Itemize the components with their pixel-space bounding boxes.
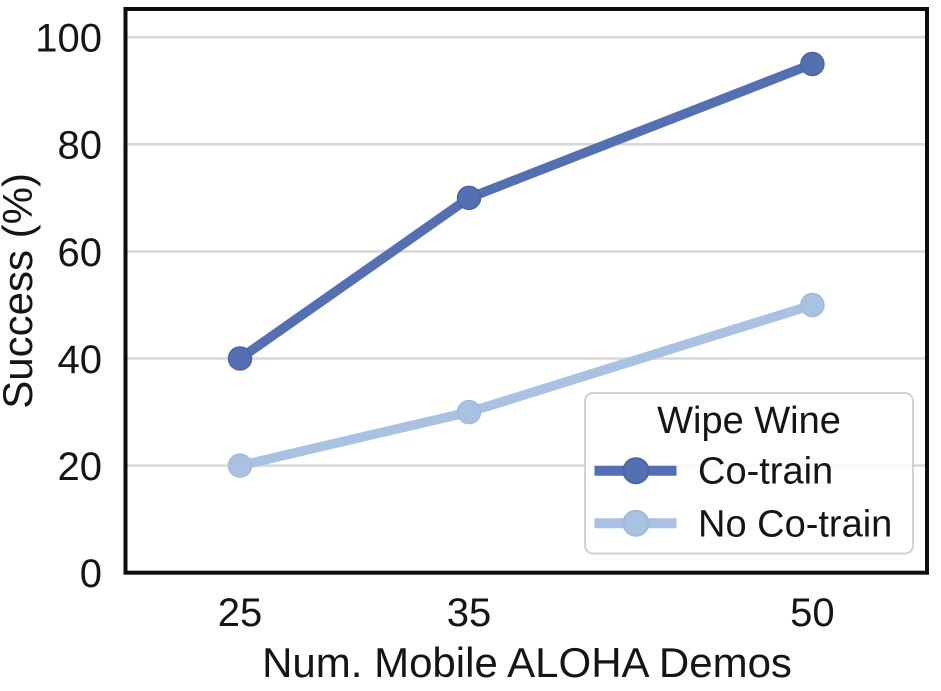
svg-text:Num. Mobile ALOHA Demos: Num. Mobile ALOHA Demos: [262, 639, 792, 686]
svg-text:No Co-train: No Co-train: [698, 504, 892, 546]
svg-text:Co-train: Co-train: [698, 450, 833, 492]
svg-text:Wipe Wine: Wipe Wine: [657, 400, 841, 442]
svg-text:0: 0: [80, 552, 102, 596]
svg-text:80: 80: [58, 124, 103, 168]
svg-text:40: 40: [58, 338, 103, 382]
svg-text:35: 35: [447, 591, 492, 635]
svg-text:50: 50: [790, 591, 835, 635]
svg-text:20: 20: [58, 445, 103, 489]
svg-text:60: 60: [58, 231, 103, 275]
svg-text:100: 100: [35, 17, 102, 61]
svg-text:25: 25: [218, 591, 263, 635]
svg-text:Success (%): Success (%): [0, 173, 41, 409]
